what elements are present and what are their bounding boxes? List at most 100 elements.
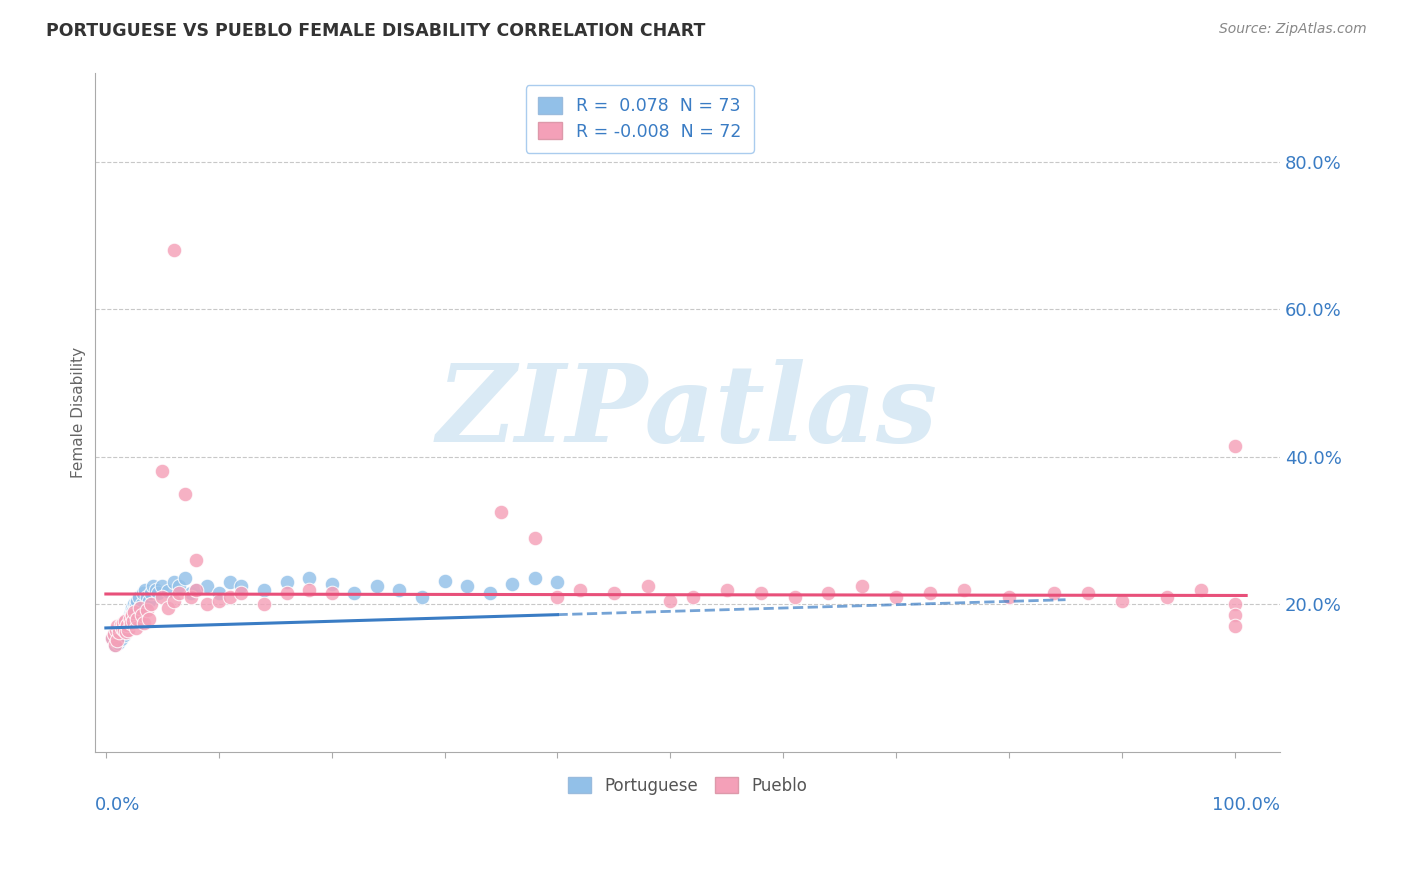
Point bbox=[111, 623, 134, 637]
Point bbox=[1223, 619, 1246, 633]
Point bbox=[118, 608, 141, 623]
Point bbox=[180, 586, 202, 600]
Point bbox=[125, 605, 148, 619]
Point bbox=[110, 625, 132, 640]
Point bbox=[637, 579, 659, 593]
Point bbox=[478, 586, 501, 600]
Point bbox=[253, 597, 276, 611]
Point bbox=[953, 582, 976, 597]
Point bbox=[131, 608, 153, 623]
Point bbox=[174, 572, 197, 586]
Point bbox=[142, 579, 165, 593]
Point bbox=[298, 572, 321, 586]
Point bbox=[298, 582, 321, 597]
Point bbox=[105, 631, 128, 645]
Point bbox=[1223, 597, 1246, 611]
Point bbox=[105, 634, 128, 648]
Point bbox=[104, 638, 127, 652]
Point bbox=[108, 619, 131, 633]
Point bbox=[128, 601, 150, 615]
Point bbox=[546, 590, 568, 604]
Point bbox=[114, 614, 136, 628]
Point bbox=[105, 632, 128, 647]
Point bbox=[100, 631, 122, 645]
Point bbox=[131, 597, 153, 611]
Point bbox=[167, 586, 190, 600]
Point bbox=[489, 505, 512, 519]
Point bbox=[114, 621, 136, 635]
Point bbox=[117, 618, 139, 632]
Point bbox=[114, 614, 136, 628]
Point bbox=[139, 586, 162, 600]
Point bbox=[120, 615, 142, 630]
Point bbox=[167, 579, 190, 593]
Point bbox=[682, 590, 704, 604]
Point bbox=[998, 590, 1021, 604]
Point bbox=[523, 572, 546, 586]
Point bbox=[1223, 439, 1246, 453]
Point bbox=[918, 586, 941, 600]
Point bbox=[117, 615, 139, 630]
Y-axis label: Female Disability: Female Disability bbox=[72, 347, 86, 478]
Point bbox=[107, 636, 129, 650]
Point bbox=[117, 618, 139, 632]
Point bbox=[817, 586, 839, 600]
Point bbox=[783, 590, 806, 604]
Point bbox=[1223, 608, 1246, 623]
Point bbox=[112, 628, 135, 642]
Point bbox=[135, 603, 157, 617]
Point bbox=[150, 579, 173, 593]
Point bbox=[186, 582, 208, 597]
Point bbox=[749, 586, 772, 600]
Point bbox=[145, 582, 167, 597]
Point bbox=[501, 576, 523, 591]
Point bbox=[111, 621, 134, 635]
Point bbox=[162, 575, 184, 590]
Point bbox=[108, 625, 131, 640]
Point bbox=[111, 627, 134, 641]
Text: 0.0%: 0.0% bbox=[94, 796, 141, 814]
Point bbox=[108, 628, 131, 642]
Point bbox=[208, 593, 231, 607]
Point bbox=[122, 597, 145, 611]
Point bbox=[208, 586, 231, 600]
Point bbox=[115, 625, 138, 640]
Point bbox=[128, 590, 150, 604]
Point bbox=[456, 579, 478, 593]
Point bbox=[162, 593, 184, 607]
Point bbox=[276, 575, 298, 590]
Point bbox=[111, 615, 134, 630]
Point bbox=[411, 590, 433, 604]
Point bbox=[321, 576, 343, 591]
Point bbox=[276, 586, 298, 600]
Point bbox=[138, 593, 160, 607]
Point bbox=[150, 590, 173, 604]
Point bbox=[117, 623, 139, 637]
Point bbox=[110, 618, 132, 632]
Point bbox=[103, 627, 125, 641]
Point bbox=[125, 597, 148, 611]
Point bbox=[120, 610, 142, 624]
Point bbox=[138, 612, 160, 626]
Point bbox=[105, 623, 128, 637]
Point bbox=[186, 582, 208, 597]
Point bbox=[1156, 590, 1178, 604]
Point bbox=[122, 605, 145, 619]
Point bbox=[115, 625, 138, 640]
Point bbox=[118, 612, 141, 626]
Point bbox=[716, 582, 738, 597]
Point bbox=[884, 590, 907, 604]
Point bbox=[603, 586, 626, 600]
Point bbox=[546, 575, 568, 590]
Point bbox=[197, 579, 219, 593]
Point bbox=[523, 531, 546, 545]
Point bbox=[134, 615, 156, 630]
Text: Source: ZipAtlas.com: Source: ZipAtlas.com bbox=[1219, 22, 1367, 37]
Point bbox=[1077, 586, 1099, 600]
Point bbox=[127, 593, 149, 607]
Point bbox=[105, 623, 128, 637]
Text: ZIPatlas: ZIPatlas bbox=[437, 359, 938, 466]
Point bbox=[104, 638, 127, 652]
Point bbox=[433, 574, 456, 588]
Point bbox=[231, 586, 253, 600]
